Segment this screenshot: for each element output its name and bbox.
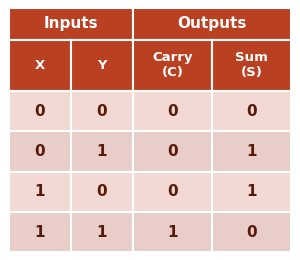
Bar xyxy=(212,172,291,212)
Bar xyxy=(71,172,133,212)
Bar xyxy=(71,91,133,131)
Bar xyxy=(212,40,291,91)
Bar xyxy=(133,172,212,212)
Text: 0: 0 xyxy=(35,144,45,159)
Bar xyxy=(133,91,212,131)
Bar xyxy=(133,212,212,252)
Text: 1: 1 xyxy=(246,144,257,159)
Text: 1: 1 xyxy=(97,144,107,159)
Text: 0: 0 xyxy=(167,184,178,199)
Text: Inputs: Inputs xyxy=(44,16,98,31)
Text: 1: 1 xyxy=(167,225,178,239)
Text: 1: 1 xyxy=(97,225,107,239)
Bar xyxy=(9,8,133,40)
Text: 0: 0 xyxy=(35,103,45,119)
Text: 0: 0 xyxy=(167,103,178,119)
Text: 0: 0 xyxy=(97,103,107,119)
Bar xyxy=(71,212,133,252)
Bar xyxy=(133,40,212,91)
Bar xyxy=(212,131,291,172)
Text: 0: 0 xyxy=(246,225,257,239)
Text: 0: 0 xyxy=(97,184,107,199)
Text: 1: 1 xyxy=(35,184,45,199)
Text: 1: 1 xyxy=(35,225,45,239)
Text: X: X xyxy=(35,59,45,72)
Bar xyxy=(212,212,291,252)
Bar xyxy=(71,40,133,91)
Bar xyxy=(9,172,71,212)
Bar xyxy=(133,131,212,172)
Bar xyxy=(212,91,291,131)
Bar xyxy=(9,131,71,172)
Text: Carry
(C): Carry (C) xyxy=(152,51,193,79)
Bar xyxy=(9,212,71,252)
Text: Sum
(S): Sum (S) xyxy=(235,51,268,79)
Bar xyxy=(9,91,71,131)
Bar xyxy=(9,40,71,91)
Bar xyxy=(71,131,133,172)
Text: 0: 0 xyxy=(246,103,257,119)
Text: Y: Y xyxy=(97,59,107,72)
Text: Outputs: Outputs xyxy=(177,16,247,31)
Text: 0: 0 xyxy=(167,144,178,159)
Text: 1: 1 xyxy=(246,184,257,199)
Bar xyxy=(133,8,291,40)
